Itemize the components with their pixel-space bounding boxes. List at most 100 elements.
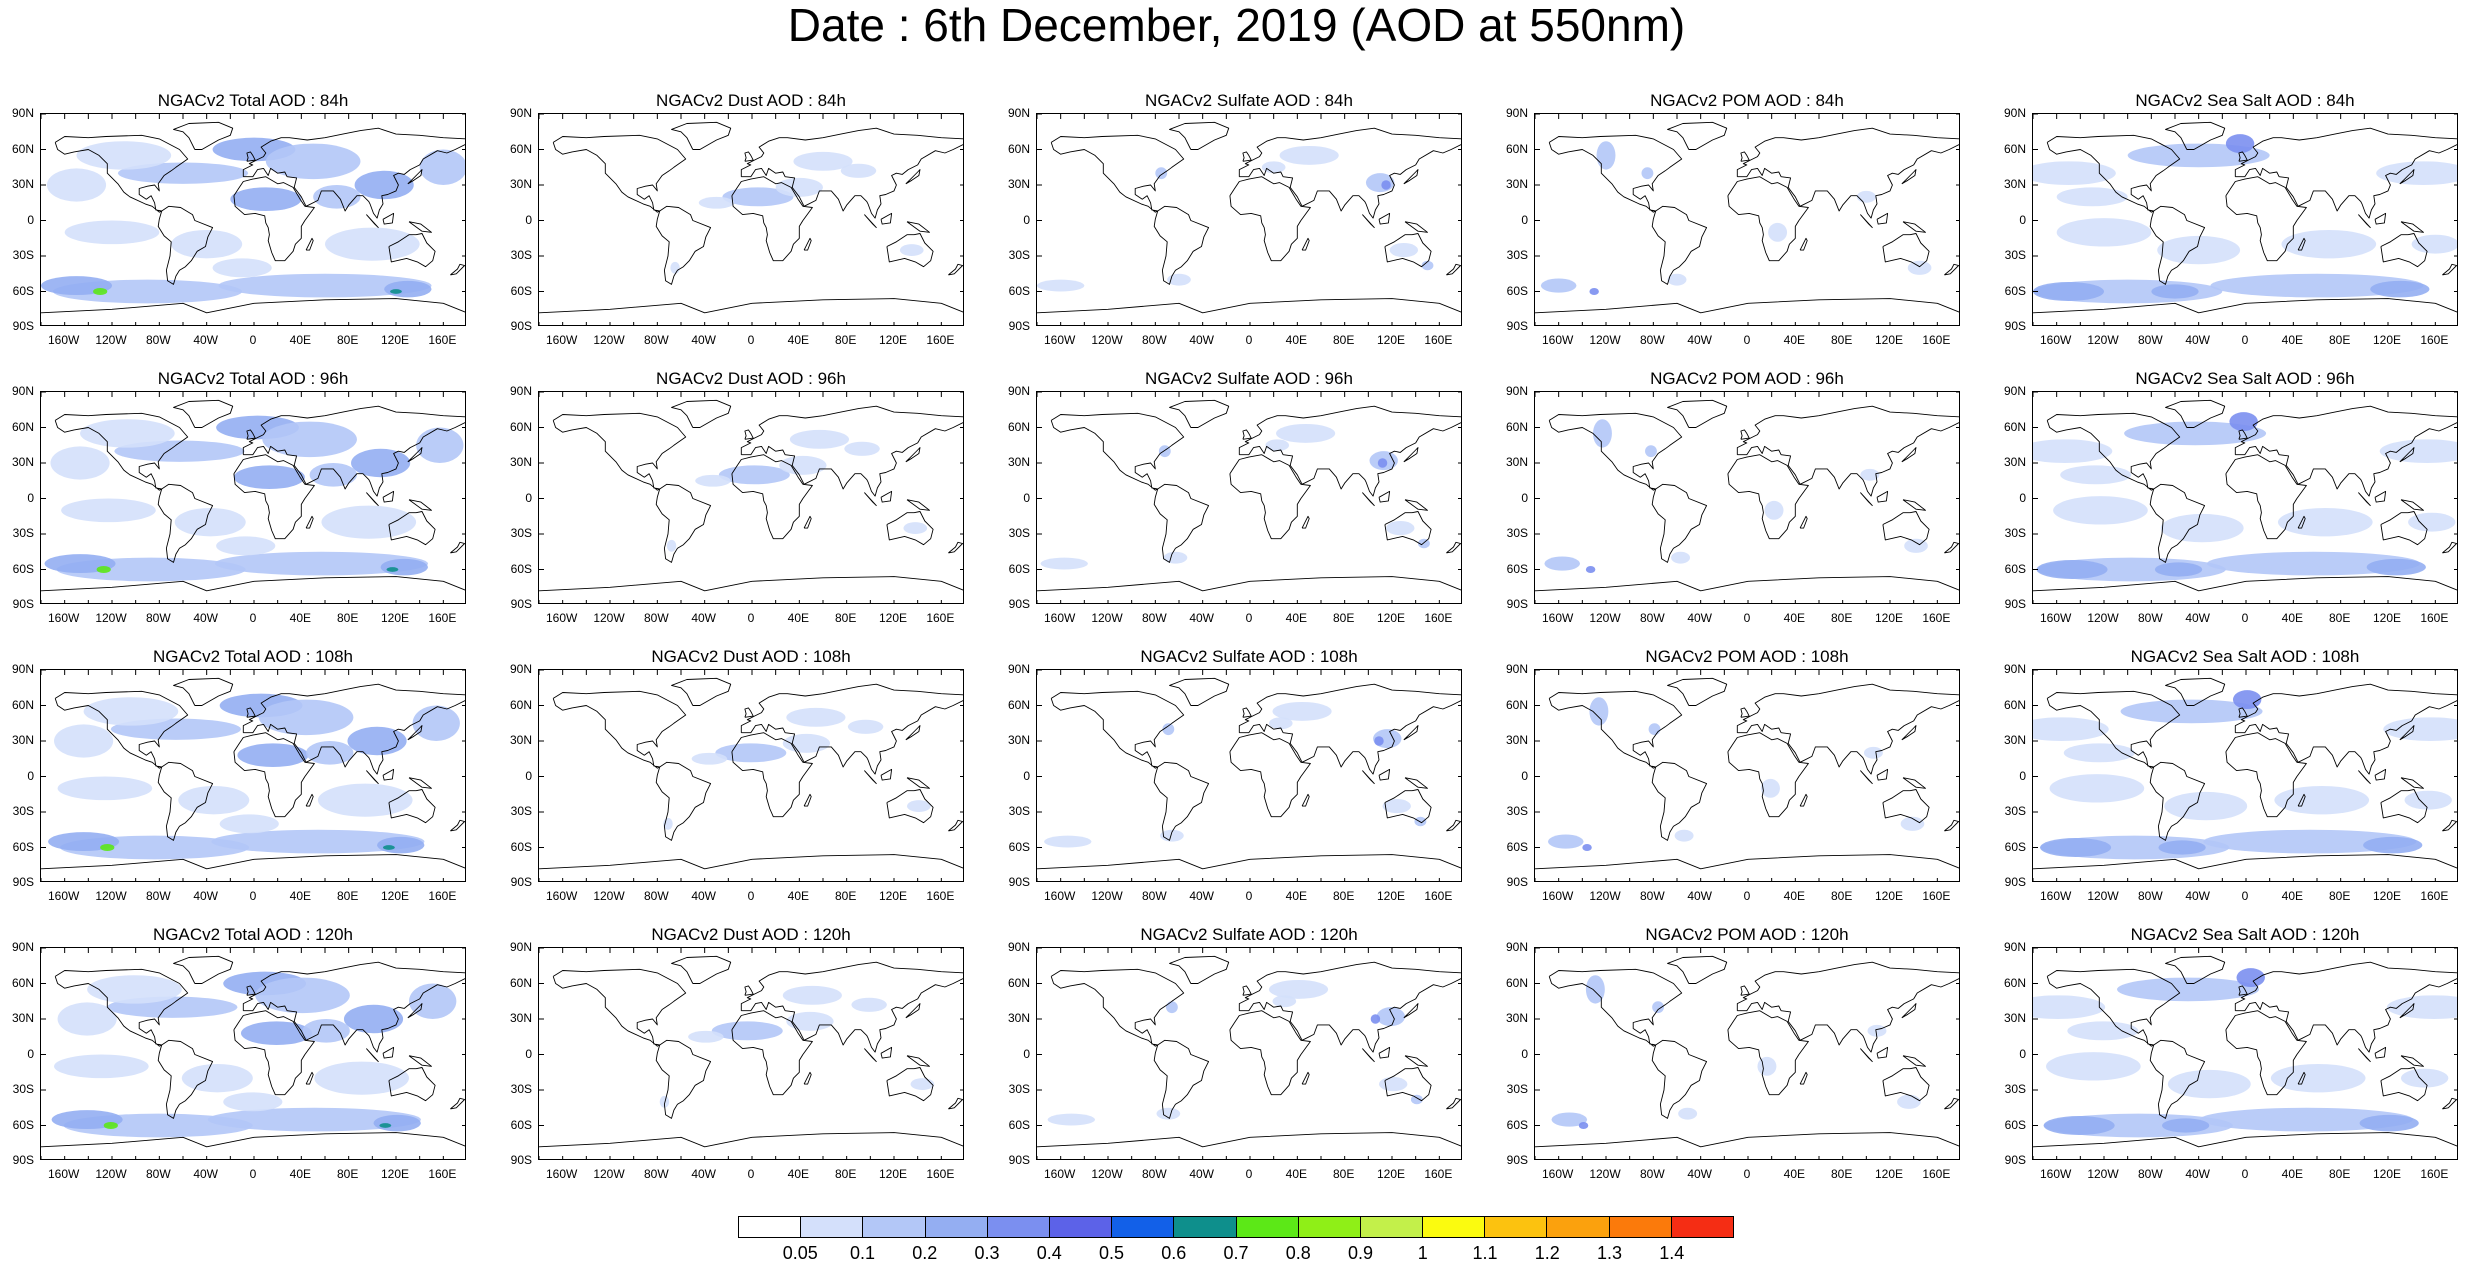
aerosol-patch xyxy=(1540,278,1577,293)
coastline xyxy=(1242,429,1252,440)
coastline xyxy=(740,683,963,775)
aerosol-patch xyxy=(1162,723,1175,736)
coastline xyxy=(305,1071,314,1085)
coastline xyxy=(1037,298,1461,314)
latitude-label: 60S xyxy=(1506,839,1528,854)
aerosol-patch xyxy=(64,220,160,245)
longitude-label: 80E xyxy=(834,889,857,903)
longitude-label: 80W xyxy=(643,611,669,625)
aerosol-patch xyxy=(2033,439,2113,463)
latitude-label: 30N xyxy=(11,1011,34,1025)
longitude-label: 160W xyxy=(1043,611,1076,625)
aerosol-patch xyxy=(695,474,731,487)
aod-map xyxy=(539,670,963,881)
aerosol-patch xyxy=(76,141,172,170)
aerosol-patch xyxy=(2236,968,2265,988)
coastline xyxy=(1242,985,1252,996)
coastline xyxy=(1229,454,1311,540)
latitude-label: 90S xyxy=(1008,1153,1030,1167)
coastline xyxy=(450,819,465,832)
aerosol-patch xyxy=(2379,439,2457,463)
panel-title: NGACv2 Dust AOD : 108h xyxy=(651,647,851,666)
coastline xyxy=(906,1055,930,1067)
coastline xyxy=(1378,1046,1391,1059)
aod-map xyxy=(1535,670,1959,881)
colorbar-box xyxy=(1298,1217,1361,1237)
coastline xyxy=(655,205,712,285)
longitude-label: 80E xyxy=(2328,333,2351,347)
aerosol-patch xyxy=(309,463,357,487)
panel-title: NGACv2 Sea Salt AOD : 108h xyxy=(2130,647,2360,666)
latitude-label: 60N xyxy=(2003,975,2026,990)
longitude-label: 80E xyxy=(2328,889,2351,903)
coastline xyxy=(1651,761,1708,841)
coastline xyxy=(740,961,963,1053)
latitude-label: 0 xyxy=(1521,768,1528,783)
longitude-label: 0 xyxy=(249,889,257,903)
coastline xyxy=(744,707,754,718)
aod-map xyxy=(1037,948,1461,1159)
latitude-label: 60N xyxy=(2003,419,2026,434)
latitude-label: 90N xyxy=(1007,384,1030,398)
aerosol-patch xyxy=(61,498,156,523)
longitude-label: 160W xyxy=(47,611,80,625)
latitude-label: 60S xyxy=(12,283,34,298)
longitude-label: 40E xyxy=(1285,889,1308,903)
longitude-label: 40W xyxy=(193,1167,218,1181)
longitude-label: 80E xyxy=(1830,333,1853,347)
coastline xyxy=(1799,1071,1808,1085)
longitude-label: 80E xyxy=(336,1167,359,1181)
latitude-label: 30N xyxy=(1505,733,1528,747)
coastline xyxy=(2234,127,2457,219)
aerosol-patch xyxy=(666,539,677,552)
panel-title: NGACv2 Dust AOD : 120h xyxy=(651,925,851,944)
latitude-label: 60S xyxy=(2004,561,2026,576)
latitude-label: 30S xyxy=(1506,804,1528,818)
coastline xyxy=(2165,677,2226,706)
coastline xyxy=(731,1010,813,1096)
aerosol-patch xyxy=(1377,458,1388,468)
aerosol-patch xyxy=(178,785,250,815)
aerosol-patch xyxy=(1037,279,1085,292)
aerosol-patch xyxy=(2154,562,2203,577)
longitude-label: 0 xyxy=(2241,333,2249,347)
latitude-label: 90N xyxy=(2003,662,2026,676)
coastline xyxy=(948,541,963,554)
longitude-label: 120E xyxy=(2372,611,2402,625)
longitude-label: 40W xyxy=(2185,333,2210,347)
map-plot-area xyxy=(1036,113,1462,326)
aerosol-patch xyxy=(1585,975,1605,1004)
coastline xyxy=(2399,447,2415,463)
latitude-label: 0 xyxy=(2019,490,2026,505)
latitude-label: 30S xyxy=(12,248,34,262)
aerosol-patch xyxy=(786,707,846,727)
aerosol-patch xyxy=(390,289,402,294)
aerosol-patch xyxy=(711,1021,783,1041)
aerosol-patch xyxy=(1867,1024,1887,1037)
coastline xyxy=(1901,447,1917,463)
map-plot-area xyxy=(2032,669,2458,882)
aerosol-patch xyxy=(103,1121,118,1130)
aerosol-patch xyxy=(1389,242,1419,258)
latitude-label: 60S xyxy=(510,1117,532,1132)
latitude-label: 30N xyxy=(11,733,34,747)
longitude-label: 80E xyxy=(336,333,359,347)
longitude-label: 0 xyxy=(249,333,257,347)
coastline xyxy=(450,263,465,276)
coastline xyxy=(1446,541,1461,554)
aod-map xyxy=(1535,948,1959,1159)
aerosol-patch xyxy=(230,187,302,212)
latitude-label: 90N xyxy=(509,384,532,398)
aerosol-patch xyxy=(2366,558,2426,576)
latitude-label: 60N xyxy=(2003,141,2026,156)
aerosol-patch xyxy=(688,1030,724,1043)
latitude-label: 60S xyxy=(2004,283,2026,298)
coastline xyxy=(1037,576,1461,592)
coastline xyxy=(1882,233,1930,268)
coastline xyxy=(2374,768,2387,781)
latitude-label: 90N xyxy=(2003,940,2026,954)
aerosol-patch xyxy=(715,743,787,763)
aerosol-patch xyxy=(83,697,179,726)
aerosol-patch xyxy=(1652,1001,1664,1014)
longitude-label: 160E xyxy=(926,333,955,347)
